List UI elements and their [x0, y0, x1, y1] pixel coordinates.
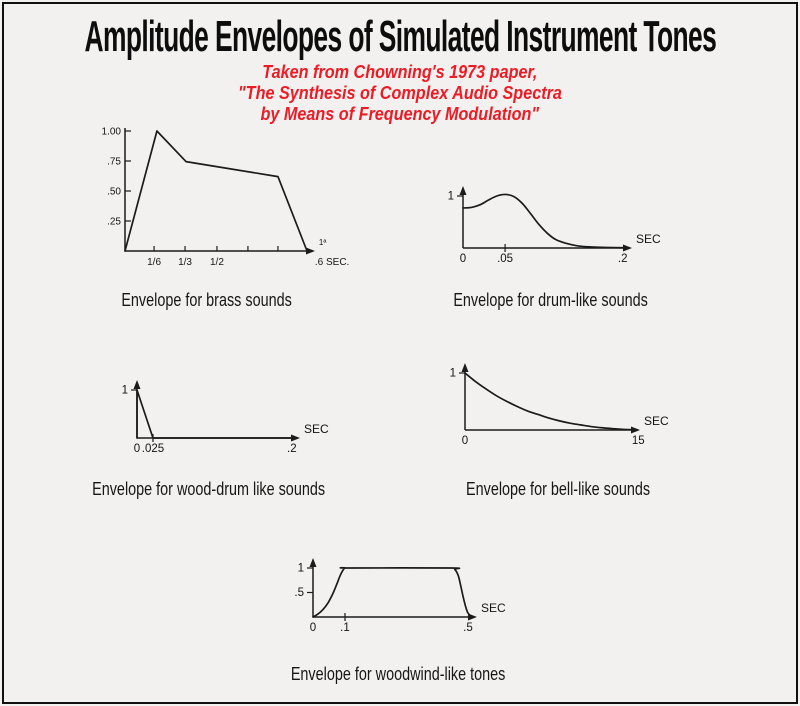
- svg-text:1: 1: [122, 385, 128, 397]
- svg-text:.5: .5: [294, 587, 304, 599]
- caption-bell-text: Envelope for bell-like sounds: [465, 479, 651, 499]
- page-title-row: Amplitude Envelopes of Simulated Instrum…: [0, 12, 800, 62]
- subtitle-line-1: Taken from Chowning's 1973 paper,: [262, 62, 538, 82]
- svg-text:SEC: SEC: [304, 422, 329, 436]
- svg-text:1/6: 1/6: [147, 257, 161, 268]
- bell-envelope-chart: 1 0 15 SEC: [450, 363, 669, 447]
- svg-text:.75: .75: [107, 157, 121, 168]
- svg-text:0: 0: [310, 622, 316, 634]
- caption-drum-text: Envelope for drum-like sounds: [453, 290, 649, 310]
- caption-drum: Envelope for drum-like sounds: [401, 290, 701, 311]
- svg-text:.2: .2: [287, 443, 297, 455]
- svg-text:1/3: 1/3: [178, 257, 192, 268]
- svg-text:.50: .50: [107, 187, 121, 198]
- subtitle-line-3: by Means of Frequency Modulation": [260, 104, 540, 124]
- svg-text:.6 SEC.: .6 SEC.: [315, 257, 349, 268]
- caption-wood-drum: Envelope for wood-drum like sounds: [59, 479, 359, 500]
- subtitle-line-2: "The Synthesis of Complex Audio Spectra: [238, 83, 562, 103]
- subtitle-line-2-row: "The Synthesis of Complex Audio Spectra: [0, 83, 800, 103]
- caption-wood-drum-text: Envelope for wood-drum like sounds: [92, 479, 326, 499]
- svg-text:1.00: 1.00: [102, 127, 122, 138]
- svg-text:1: 1: [298, 563, 304, 575]
- caption-woodwind: Envelope for woodwind-like tones: [248, 664, 548, 685]
- subtitle-line-3-row: by Means of Frequency Modulation": [0, 104, 800, 124]
- caption-woodwind-text: Envelope for woodwind-like tones: [290, 664, 506, 684]
- svg-text:.1: .1: [340, 622, 350, 634]
- svg-text:0: 0: [460, 253, 466, 265]
- svg-text:.025: .025: [142, 443, 164, 455]
- svg-text:SEC: SEC: [644, 414, 669, 428]
- svg-text:1: 1: [450, 368, 456, 380]
- svg-text:SEC: SEC: [636, 232, 661, 246]
- drum-envelope-chart: 1 0 .05 .2 SEC: [448, 186, 661, 265]
- brass-envelope-chart: 1.00 .75 .50 .25 1/6 1/3 1/2 .6 SEC. 1ª: [102, 127, 350, 269]
- svg-text:1/2: 1/2: [210, 257, 224, 268]
- caption-brass-text: Envelope for brass sounds: [121, 290, 293, 310]
- svg-text:.5: .5: [463, 622, 473, 634]
- svg-text:0: 0: [134, 443, 140, 455]
- wood-drum-envelope-chart: 1 0.025 .2 SEC: [122, 380, 329, 455]
- caption-brass: Envelope for brass sounds: [57, 290, 357, 311]
- subtitle-line-1-row: Taken from Chowning's 1973 paper,: [0, 62, 800, 82]
- svg-text:SEC: SEC: [481, 601, 506, 615]
- svg-text:1: 1: [448, 191, 454, 203]
- page-title: Amplitude Envelopes of Simulated Instrum…: [84, 12, 716, 61]
- caption-bell: Envelope for bell-like sounds: [408, 479, 708, 500]
- svg-text:0: 0: [462, 435, 468, 447]
- svg-text:.2: .2: [618, 253, 628, 265]
- svg-text:.25: .25: [107, 217, 121, 228]
- svg-text:15: 15: [632, 435, 645, 447]
- svg-text:1ª: 1ª: [319, 238, 326, 247]
- svg-text:.05: .05: [497, 253, 513, 265]
- woodwind-envelope-chart: 1 .5 0 .1 .5 SEC: [294, 558, 506, 634]
